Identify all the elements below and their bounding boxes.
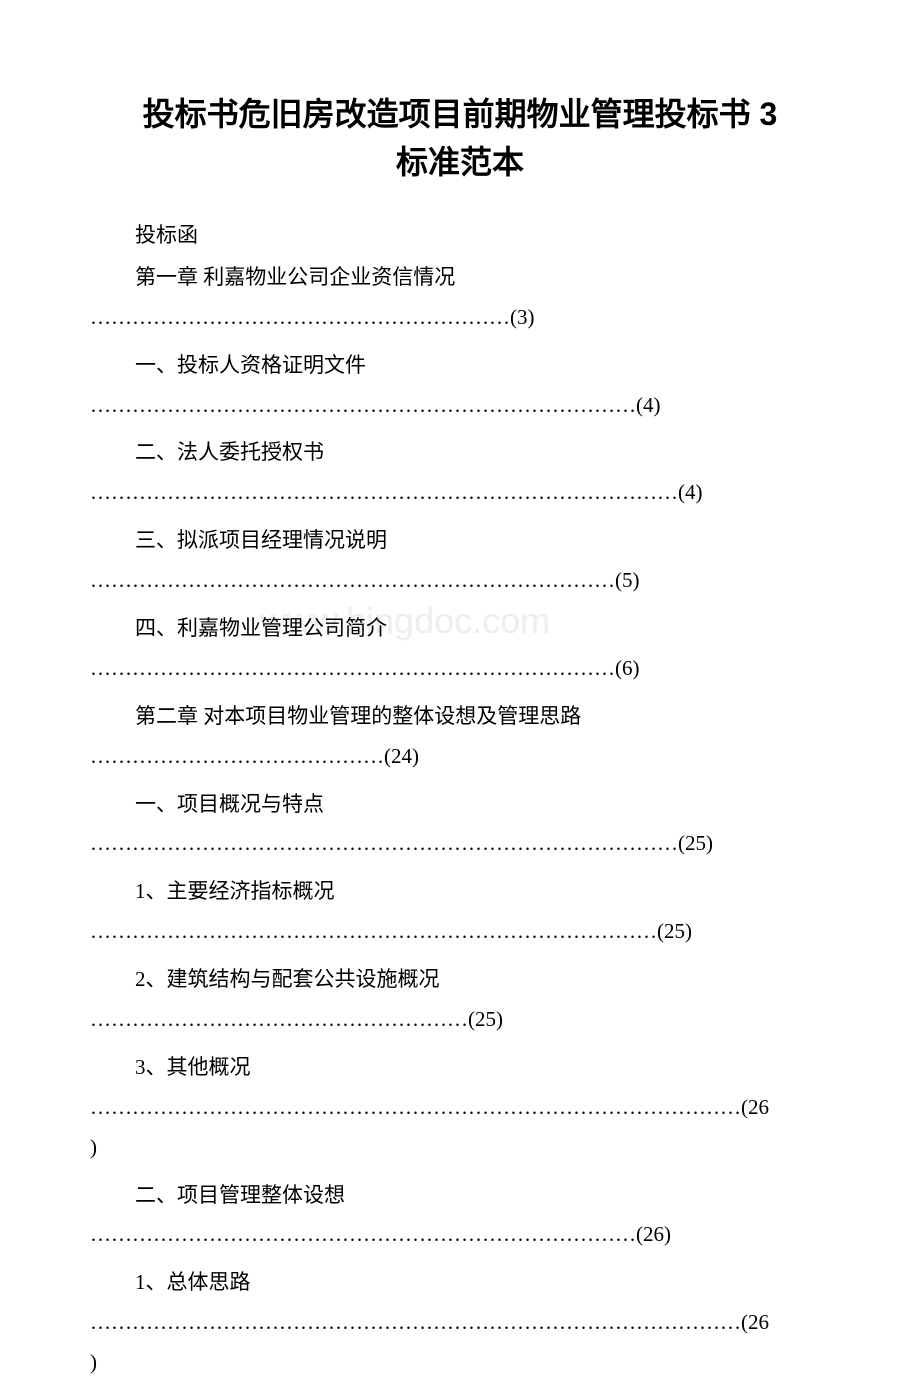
- toc-entry: 一、投标人资格证明文件 ……………………………………………………………………(4…: [90, 346, 830, 426]
- toc-item-title: 1、总体思路: [90, 1263, 830, 1303]
- toc-item-dots: ……………………………………………………………………(4): [90, 386, 830, 426]
- toc-entry: 四、利嘉物业管理公司简介 …………………………………………………………………(6…: [90, 609, 830, 689]
- toc-item-page: (3): [510, 305, 535, 329]
- toc-item-dots: …………………………………………………………………(6): [90, 649, 830, 689]
- toc-entry: 二、项目管理整体设想 ……………………………………………………………………(26…: [90, 1176, 830, 1256]
- toc-item-title: 第一章 利嘉物业公司企业资信情况: [90, 258, 830, 298]
- toc-item-dots: ……………………………………(24): [90, 737, 830, 777]
- toc-item-dots: ……………………………………………………(3): [90, 298, 830, 338]
- toc-item-page: (26: [741, 1310, 769, 1334]
- toc-item-page-close: ): [90, 1128, 830, 1168]
- toc-item-page: (4): [678, 480, 703, 504]
- toc-item-dots: ………………………………………………………………………(25): [90, 912, 830, 952]
- toc-entry: 3、其他概况 …………………………………………………………………………………(2…: [90, 1048, 830, 1168]
- section-heading: 投标函: [90, 216, 830, 256]
- toc-item-page: (25): [468, 1007, 503, 1031]
- toc-item-title: 二、法人委托授权书: [90, 433, 830, 473]
- toc-entry: 一、项目概况与特点 …………………………………………………………………………(2…: [90, 785, 830, 865]
- toc-item-title: 三、拟派项目经理情况说明: [90, 521, 830, 561]
- document-body: 投标函 第一章 利嘉物业公司企业资信情况 ……………………………………………………: [90, 216, 830, 1383]
- toc-entry: 三、拟派项目经理情况说明 …………………………………………………………………(5…: [90, 521, 830, 601]
- toc-item-title: 一、投标人资格证明文件: [90, 346, 830, 386]
- toc-item-page: (4): [636, 393, 661, 417]
- toc-entry: 二、法人委托授权书 …………………………………………………………………………(4…: [90, 433, 830, 513]
- toc-item-title: 一、项目概况与特点: [90, 785, 830, 825]
- toc-item-dots: ………………………………………………(25): [90, 1000, 830, 1040]
- toc-item-title: 2、建筑结构与配套公共设施概况: [90, 960, 830, 1000]
- toc-item-title: 第二章 对本项目物业管理的整体设想及管理思路: [90, 697, 830, 737]
- toc-entry: 第二章 对本项目物业管理的整体设想及管理思路 ……………………………………(24…: [90, 697, 830, 777]
- toc-item-title: 3、其他概况: [90, 1048, 830, 1088]
- toc-item-dots: …………………………………………………………………………………(26: [90, 1303, 830, 1343]
- toc-item-page: (25): [657, 919, 692, 943]
- toc-item-page-close: ): [90, 1343, 830, 1383]
- toc-entry: 1、主要经济指标概况 ………………………………………………………………………(2…: [90, 872, 830, 952]
- title-line-2: 标准范本: [90, 138, 830, 186]
- toc-item-title: 二、项目管理整体设想: [90, 1176, 830, 1216]
- toc-item-dots: ……………………………………………………………………(26): [90, 1215, 830, 1255]
- toc-item-dots: …………………………………………………………………………(4): [90, 473, 830, 513]
- toc-item-title: 四、利嘉物业管理公司简介: [90, 609, 830, 649]
- title-line-1: 投标书危旧房改造项目前期物业管理投标书 3: [90, 90, 830, 138]
- toc-item-dots: …………………………………………………………………………(25): [90, 824, 830, 864]
- toc-item-dots: …………………………………………………………………………………(26: [90, 1088, 830, 1128]
- toc-entry: 2、建筑结构与配套公共设施概况 ………………………………………………(25): [90, 960, 830, 1040]
- toc-item-dots: …………………………………………………………………(5): [90, 561, 830, 601]
- toc-item-title: 1、主要经济指标概况: [90, 872, 830, 912]
- toc-entry: 1、总体思路 …………………………………………………………………………………(2…: [90, 1263, 830, 1383]
- toc-entry: 第一章 利嘉物业公司企业资信情况 ……………………………………………………(3): [90, 258, 830, 338]
- toc-item-page: (26): [636, 1222, 671, 1246]
- toc-item-page: (26: [741, 1095, 769, 1119]
- document-title: 投标书危旧房改造项目前期物业管理投标书 3 标准范本: [90, 90, 830, 186]
- toc-item-page: (6): [615, 656, 640, 680]
- toc-item-page: (25): [678, 831, 713, 855]
- toc-item-page: (24): [384, 744, 419, 768]
- toc-item-page: (5): [615, 568, 640, 592]
